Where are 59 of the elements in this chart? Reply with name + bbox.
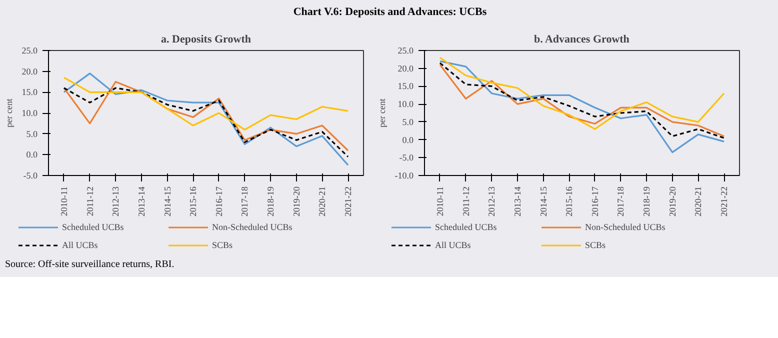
x-tick-label: 2018-19 (642, 186, 652, 216)
y-tick-label: 15.0 (398, 81, 414, 92)
legend-label: Scheduled UCBs (62, 221, 125, 233)
y-tick-label: 10.0 (398, 99, 414, 110)
line-series (63, 72, 349, 166)
y-tick-label: 10.0 (22, 108, 38, 118)
legend-label: Scheduled UCBs (435, 221, 498, 233)
x-tick-label: 2015-16 (564, 186, 574, 216)
line-series (439, 56, 725, 130)
x-tick-label: 2017-18 (240, 186, 250, 216)
legend-label: All UCBs (435, 239, 472, 251)
chart-title: b. Advances Growth (534, 34, 630, 46)
text: Chart V.6: Deposits and Advances: UCBs (293, 6, 487, 18)
x-tick-label: 2012-13 (110, 186, 121, 216)
y-tick-label: 25.0 (22, 46, 38, 56)
y-tick-label: -5.0 (23, 170, 38, 180)
source-note: Source: Off-site surveillance returns, RBI. (5, 258, 174, 272)
x-tick-label: 2016-17 (214, 186, 224, 216)
legend-label: Non-Scheduled UCBs (585, 221, 666, 233)
y-tick-label: 5.0 (402, 116, 414, 127)
x-tick-label: 2010-11 (58, 186, 69, 216)
x-tick-label: 2020-21 (693, 186, 704, 216)
y-axis-title: per cent (4, 98, 14, 128)
y-tick-label: 20.0 (22, 66, 38, 76)
legend-label: SCBs (585, 239, 607, 251)
line-series (63, 80, 349, 152)
x-tick-label: 2013-14 (136, 186, 146, 216)
y-tick-label: 5.0 (26, 128, 38, 139)
x-tick-label: 2017-18 (616, 186, 626, 216)
line-series (63, 76, 349, 130)
x-tick-label: 2019-20 (291, 186, 302, 216)
chart-title: a. Deposits Growth (161, 34, 251, 46)
y-tick-label: 25.0 (398, 46, 414, 56)
legend-label: Non-Scheduled UCBs (212, 221, 294, 233)
x-tick-label: 2021-22 (719, 186, 730, 216)
y-tick-label: -5.0 (399, 152, 414, 163)
y-tick-label: 0.0 (26, 150, 38, 160)
x-tick-label: 2010-11 (434, 186, 445, 216)
x-tick-label: 2016-17 (590, 186, 600, 216)
y-tick-label: -10.0 (394, 170, 414, 180)
x-tick-label: 2019-20 (667, 186, 678, 216)
x-tick-label: 2011-12 (460, 186, 471, 216)
x-tick-label: 2014-15 (538, 186, 548, 216)
x-tick-label: 2014-15 (162, 186, 172, 216)
x-tick-label: 2020-21 (317, 186, 328, 216)
x-tick-label: 2015-16 (188, 186, 198, 216)
x-tick-label: 2013-14 (512, 186, 522, 216)
x-tick-label: 2011-12 (84, 186, 95, 216)
legend-label: SCBs (212, 239, 234, 251)
x-tick-label: 2021-22 (343, 186, 354, 216)
legend-label: All UCBs (62, 239, 99, 251)
line-series (63, 87, 349, 158)
line-series (439, 60, 725, 154)
y-axis-title: per cent (376, 98, 387, 128)
y-tick-label: 20.0 (398, 63, 414, 74)
y-tick-label: 15.0 (22, 87, 38, 98)
x-tick-label: 2018-19 (266, 186, 276, 216)
y-tick-label: 0.0 (402, 134, 414, 145)
x-tick-label: 2012-13 (486, 186, 497, 216)
